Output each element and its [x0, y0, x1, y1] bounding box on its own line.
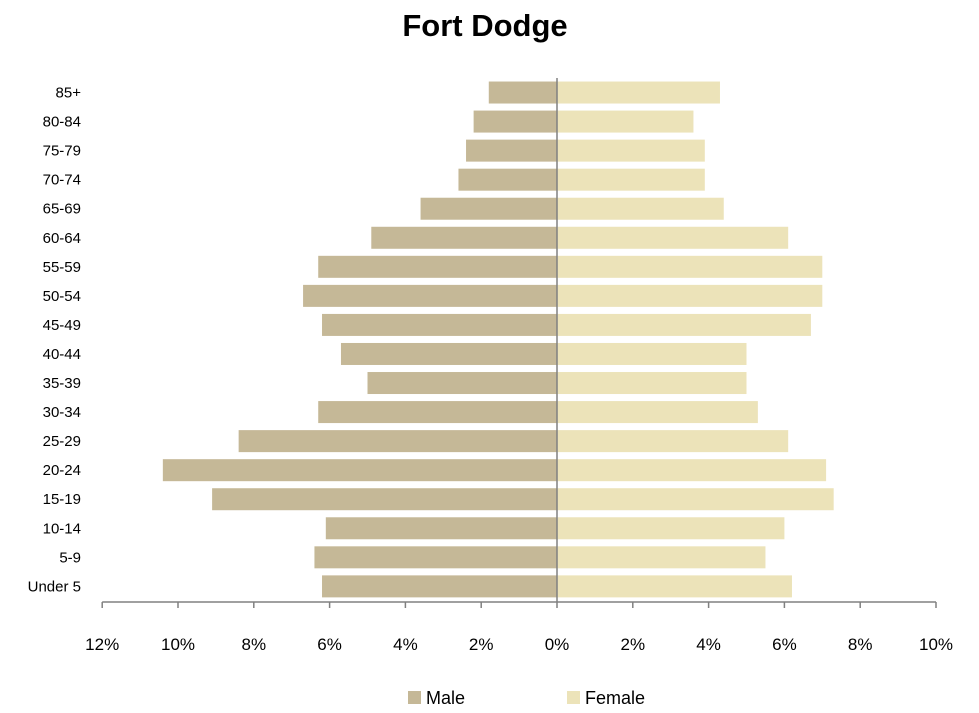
legend-swatch-male	[408, 691, 421, 704]
category-label: 60-64	[43, 230, 81, 247]
category-label: 80-84	[43, 114, 81, 131]
category-label: 75-79	[43, 143, 81, 160]
legend-swatch-female	[567, 691, 580, 704]
category-label: 15-19	[43, 491, 81, 508]
female-bar	[557, 488, 834, 511]
category-label: Under 5	[28, 578, 81, 595]
female-bar	[557, 110, 694, 133]
female-bar	[557, 255, 823, 278]
category-label: 20-24	[43, 462, 81, 479]
legend-label-female: Female	[585, 688, 645, 708]
female-bar	[557, 139, 705, 162]
category-label: 70-74	[43, 172, 81, 189]
male-bar	[318, 255, 557, 278]
x-tick-label: 6%	[317, 635, 342, 654]
male-bar	[340, 342, 557, 365]
male-bar	[238, 430, 557, 453]
female-bar	[557, 401, 758, 424]
x-tick-label: 10%	[161, 635, 195, 654]
category-label: 65-69	[43, 201, 81, 218]
male-bar	[473, 110, 557, 133]
bars	[162, 81, 834, 598]
category-label: 30-34	[43, 404, 81, 421]
x-tick-label: 10%	[919, 635, 953, 654]
female-bar	[557, 168, 705, 191]
female-bar	[557, 546, 766, 569]
female-bar	[557, 459, 827, 482]
female-bar	[557, 372, 747, 395]
category-label: 45-49	[43, 317, 81, 334]
category-label: 40-44	[43, 346, 81, 363]
legend-label-male: Male	[426, 688, 465, 708]
male-bar	[303, 284, 557, 307]
x-tick-label: 2%	[469, 635, 494, 654]
category-label: 35-39	[43, 375, 81, 392]
male-bar	[466, 139, 557, 162]
x-tick-label: 4%	[393, 635, 418, 654]
female-bar	[557, 81, 720, 104]
male-bar	[162, 459, 557, 482]
category-label: 85+	[56, 85, 82, 102]
male-bar	[488, 81, 557, 104]
male-bar	[318, 401, 557, 424]
female-bar	[557, 430, 789, 453]
x-tick-label: 2%	[621, 635, 646, 654]
category-labels: 85+ 80-84 75-79 70-74 65-69 60-64 55-59 50-54 45…	[28, 85, 82, 596]
category-label: 25-29	[43, 433, 81, 450]
male-bar	[420, 197, 557, 220]
x-tick-label: 4%	[696, 635, 721, 654]
chart-title: Fort Dodge	[402, 8, 567, 43]
male-bar	[322, 313, 557, 336]
legend: Male Female	[408, 688, 645, 708]
x-tick-label: 8%	[242, 635, 267, 654]
female-bar	[557, 575, 792, 598]
category-label: 50-54	[43, 288, 81, 305]
male-bar	[367, 372, 557, 395]
category-label: 5-9	[59, 549, 81, 566]
axes: 12% 10% 8% 6% 4% 2% 0% 2% 4% 6% 8% 10%	[85, 78, 953, 654]
female-bar	[557, 313, 811, 336]
male-bar	[314, 546, 557, 569]
category-label: 55-59	[43, 259, 81, 276]
female-bar	[557, 284, 823, 307]
x-tick-label: 12%	[85, 635, 119, 654]
female-bar	[557, 226, 789, 249]
x-tick-label: 8%	[848, 635, 873, 654]
male-bar	[322, 575, 557, 598]
female-bar	[557, 197, 724, 220]
male-bar	[458, 168, 557, 191]
female-bar	[557, 517, 785, 540]
category-label: 10-14	[43, 520, 81, 537]
female-bar	[557, 342, 747, 365]
male-bar	[212, 488, 558, 511]
male-bar	[371, 226, 557, 249]
x-tick-label: 0%	[545, 635, 570, 654]
male-bar	[325, 517, 557, 540]
x-tick-label: 6%	[772, 635, 797, 654]
